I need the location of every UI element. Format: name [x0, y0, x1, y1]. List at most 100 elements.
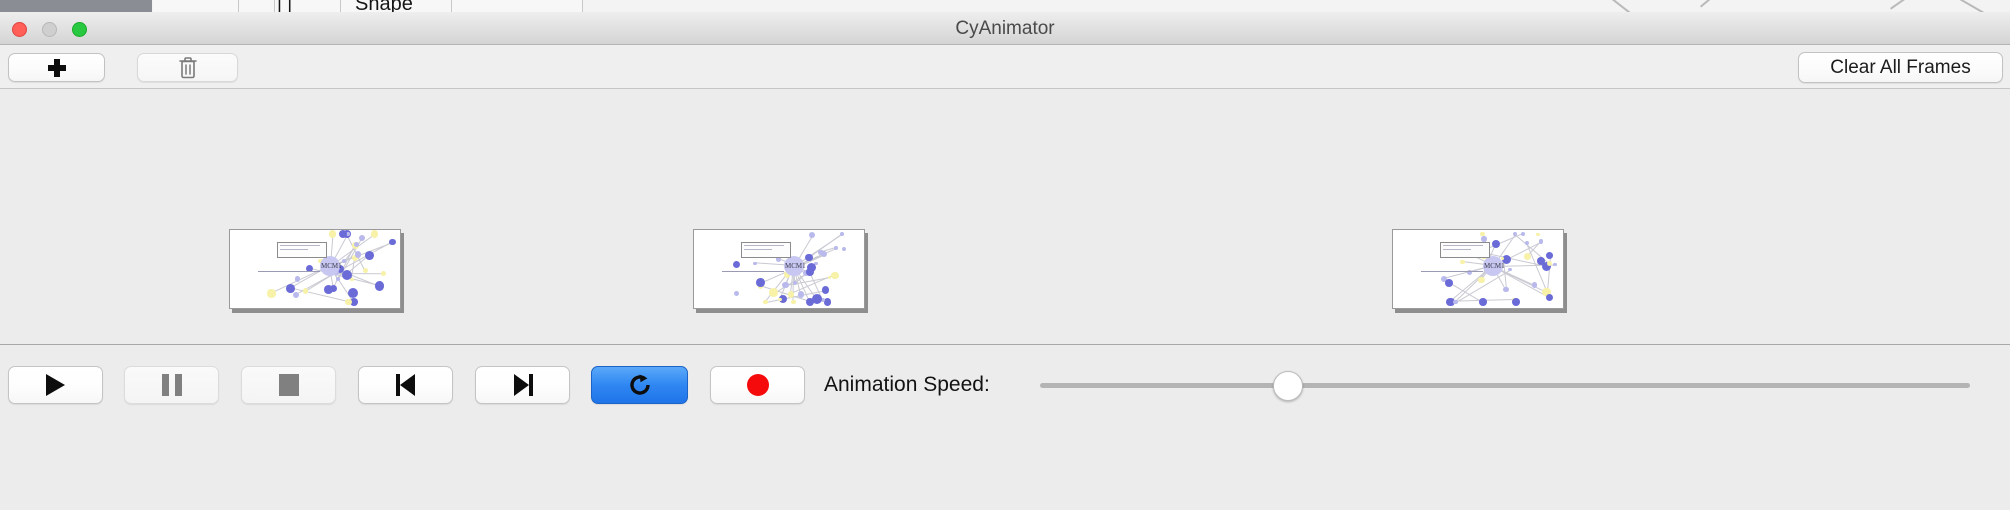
thumbnail-annotation-text-line: [744, 245, 784, 246]
close-button[interactable]: [12, 22, 27, 37]
minimize-button[interactable]: [42, 22, 57, 37]
thumbnail-node: [286, 283, 296, 293]
background-cell: [153, 0, 239, 12]
clear-all-frames-button[interactable]: Clear All Frames: [1798, 52, 2003, 83]
thumbnail-node: [791, 299, 796, 305]
thumbnail-caption-line: [258, 271, 320, 272]
thumbnail-node: [302, 287, 309, 294]
slider-track[interactable]: [1040, 383, 1970, 388]
loop-button[interactable]: [591, 366, 688, 404]
background-network-edge: [1700, 0, 1763, 8]
thumbnail-node: [1440, 275, 1447, 282]
thumbnail-node: [350, 298, 358, 306]
plus-icon: [46, 57, 68, 79]
loop-icon: [627, 372, 653, 398]
frames-area[interactable]: MCM1 MCM1 MCM1: [0, 89, 2010, 309]
thumbnail-node: [389, 238, 397, 246]
thumbnail-node: [293, 291, 300, 298]
thumbnail-node: [811, 293, 822, 304]
thumbnail-node: [1467, 270, 1473, 276]
thumbnail-node: [833, 246, 838, 251]
thumbnail-node: [380, 270, 386, 276]
thumbnail-node: [1541, 262, 1552, 272]
thumbnail-node: [1491, 239, 1501, 249]
delete-frame-button[interactable]: [137, 53, 238, 82]
thumbnail-node: [831, 271, 840, 280]
thumbnail-node: [805, 253, 813, 262]
thumbnail-node: [1503, 286, 1509, 292]
thumbnail-node: [806, 297, 815, 307]
thumbnail-node: [1512, 298, 1521, 306]
thumbnail-node: [1481, 236, 1487, 242]
thumbnail-node: [1537, 257, 1546, 266]
thumbnail-node: [769, 288, 778, 297]
thumbnail-node: [358, 234, 366, 241]
thumbnail-node: [294, 276, 301, 283]
thumbnail-node: [346, 232, 351, 236]
thumbnail-node: [1479, 298, 1487, 306]
slider-thumb[interactable]: [1273, 371, 1303, 401]
thumbnail-node: [1523, 252, 1532, 261]
thumbnail-node: [1538, 239, 1544, 244]
animation-speed-slider[interactable]: [1040, 366, 1970, 404]
thumbnail-node: [839, 232, 844, 236]
thumbnail-caption-line: [722, 271, 784, 272]
thumbnail-edge: [290, 287, 349, 302]
thumbnail-node: [1542, 287, 1552, 297]
window-title: CyAnimator: [955, 18, 1055, 39]
play-icon: [46, 374, 65, 396]
record-button[interactable]: [710, 366, 805, 404]
thumbnail-node: [733, 260, 741, 268]
thumbnail-node: [797, 291, 805, 298]
thumbnail-node: [363, 268, 369, 274]
thumbnail-node: [1453, 299, 1458, 305]
animation-speed-label: Animation Speed:: [824, 373, 990, 396]
thumbnail-annotation-text-line: [1443, 249, 1471, 250]
thumbnail-node: [775, 256, 782, 262]
thumbnail-annotation-text-line: [744, 249, 772, 250]
thumbnail-node: [350, 277, 354, 282]
next-frame-button[interactable]: [475, 366, 570, 404]
thumbnail-node: [807, 263, 817, 273]
thumbnail-node: [345, 298, 352, 306]
thumbnail-node: [339, 230, 348, 239]
frame-thumbnail-canvas: MCM1: [230, 230, 400, 308]
timeline-frame[interactable]: MCM1: [693, 229, 865, 309]
background-cell: [452, 0, 583, 12]
thumbnail-annotation-text-line: [1443, 245, 1483, 246]
thumbnail-node: [1546, 293, 1554, 301]
thumbnail-caption-line: [1421, 271, 1483, 272]
background-cell: [239, 0, 275, 12]
timeline-frame[interactable]: MCM1: [1392, 229, 1564, 309]
thumbnail-node: [370, 230, 378, 238]
thumbnail-annotation-box: [277, 242, 327, 258]
thumbnail-node: [1531, 282, 1538, 288]
background-cell: [275, 0, 341, 12]
maximize-button[interactable]: [72, 22, 87, 37]
timeline-frame[interactable]: MCM1: [229, 229, 401, 309]
play-button[interactable]: [8, 366, 103, 404]
thumbnail-node: [755, 278, 765, 287]
thumbnail-node: [365, 251, 375, 260]
thumbnail-node: [828, 275, 832, 279]
thumbnail-node: [374, 281, 385, 291]
thumbnail-node: [1508, 267, 1513, 272]
stop-button[interactable]: [241, 366, 336, 404]
add-frame-button[interactable]: [8, 53, 105, 82]
title-bar: CyAnimator: [0, 12, 2010, 45]
thumbnail-node: [1459, 259, 1465, 265]
background-cell: [341, 0, 452, 12]
pause-button[interactable]: [124, 366, 219, 404]
previous-frame-button[interactable]: [358, 366, 453, 404]
clear-all-frames-label: Clear All Frames: [1830, 56, 1971, 78]
thumbnail-node: [347, 287, 358, 298]
thumbnail-node: [782, 281, 789, 289]
pause-icon: [161, 374, 182, 396]
thumbnail-node: [753, 261, 757, 265]
thumbnail-hub-label: MCM1: [785, 262, 806, 270]
thumbnail-node: [1524, 240, 1530, 246]
thumbnail-node: [1445, 297, 1455, 307]
playback-control-bar: Animation Speed:: [0, 344, 2010, 510]
